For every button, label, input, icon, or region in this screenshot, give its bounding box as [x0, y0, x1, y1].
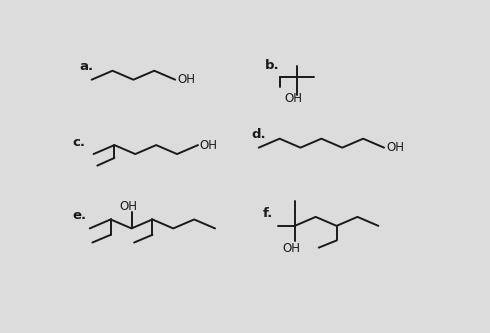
Text: OH: OH	[177, 74, 195, 87]
Text: OH: OH	[200, 139, 218, 152]
Text: d.: d.	[251, 128, 266, 141]
Text: e.: e.	[72, 209, 86, 222]
Text: OH: OH	[386, 142, 404, 155]
Text: OH: OH	[284, 93, 302, 106]
Text: c.: c.	[73, 136, 86, 149]
Text: OH: OH	[120, 200, 138, 213]
Text: f.: f.	[263, 206, 273, 219]
Text: a.: a.	[79, 60, 94, 73]
Text: OH: OH	[282, 242, 300, 255]
Text: b.: b.	[265, 59, 279, 72]
